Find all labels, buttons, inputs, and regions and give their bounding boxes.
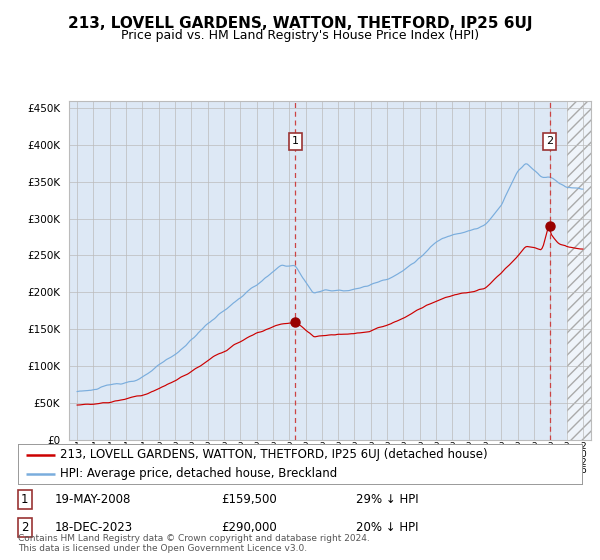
Text: £290,000: £290,000 — [221, 521, 277, 534]
Text: 20% ↓ HPI: 20% ↓ HPI — [356, 521, 419, 534]
Text: 19-MAY-2008: 19-MAY-2008 — [55, 493, 131, 506]
Text: HPI: Average price, detached house, Breckland: HPI: Average price, detached house, Brec… — [60, 467, 338, 480]
Text: 18-DEC-2023: 18-DEC-2023 — [55, 521, 133, 534]
Text: 213, LOVELL GARDENS, WATTON, THETFORD, IP25 6UJ (detached house): 213, LOVELL GARDENS, WATTON, THETFORD, I… — [60, 449, 488, 461]
Bar — [566, 71, 591, 440]
Text: 1: 1 — [21, 493, 29, 506]
Text: 2: 2 — [21, 521, 29, 534]
Text: 213, LOVELL GARDENS, WATTON, THETFORD, IP25 6UJ: 213, LOVELL GARDENS, WATTON, THETFORD, I… — [68, 16, 532, 31]
Text: Price paid vs. HM Land Registry's House Price Index (HPI): Price paid vs. HM Land Registry's House … — [121, 29, 479, 42]
Text: Contains HM Land Registry data © Crown copyright and database right 2024.
This d: Contains HM Land Registry data © Crown c… — [18, 534, 370, 553]
Text: £159,500: £159,500 — [221, 493, 277, 506]
Text: 1: 1 — [292, 137, 299, 147]
Text: 2: 2 — [546, 137, 553, 147]
Bar — [566, 101, 591, 440]
Text: 29% ↓ HPI: 29% ↓ HPI — [356, 493, 419, 506]
